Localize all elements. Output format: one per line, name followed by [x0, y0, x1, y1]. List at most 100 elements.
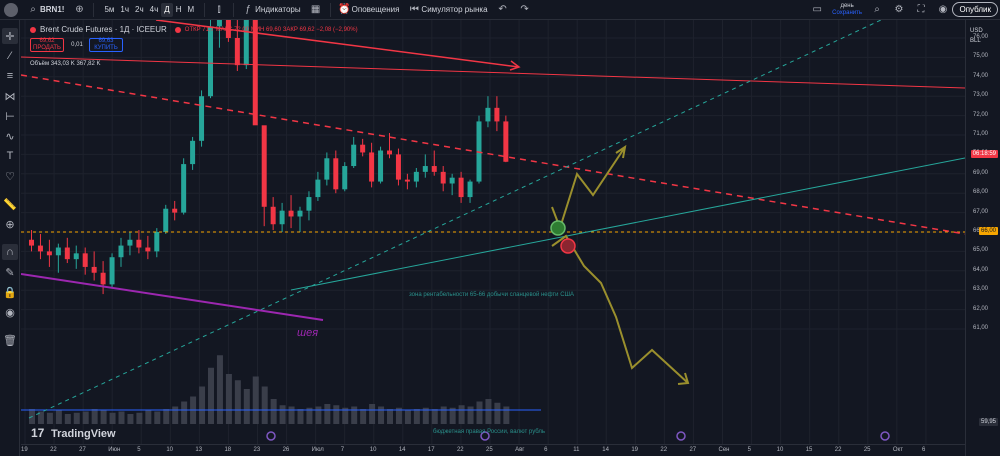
user-avatar[interactable] [0, 0, 22, 20]
trendline-icon: ⁄ [9, 50, 11, 62]
volume-legend: Объём 343,03 K 367,82 K [30, 61, 101, 67]
volume-bar [37, 411, 44, 424]
compare-button[interactable]: ⊕ [68, 0, 90, 20]
alerts-label: Оповещения [351, 5, 400, 14]
date-tick: 5 [137, 447, 141, 453]
separator [93, 2, 95, 17]
save-layout[interactable]: день Сохранить [828, 0, 866, 20]
volume-bar [431, 409, 438, 424]
redo-button[interactable]: ↷ [514, 0, 536, 20]
symbol-title: Brent Crude Futures · 1Д · ICEEUR [40, 25, 167, 34]
date-tick: 27 [79, 447, 86, 453]
unit-label[interactable]: BLL [970, 38, 981, 44]
level-bottom-tag: 59,95 [978, 418, 998, 426]
lock-icon: 🔒 [3, 286, 17, 299]
candle-body [315, 179, 321, 198]
brush-tool[interactable]: ∿ [2, 128, 18, 144]
price-tick: 75,00 [973, 53, 989, 60]
candle-body [306, 197, 312, 211]
date-tick: 26 [282, 447, 290, 453]
quick-search[interactable]: ⌕ [866, 0, 888, 20]
lock-tool[interactable]: 🔒 [2, 284, 18, 300]
fib-tool[interactable]: ≡ [2, 68, 18, 84]
function-icon: ƒ [245, 4, 251, 15]
timeframe-Д[interactable]: Д [161, 2, 173, 17]
volume-bar [395, 407, 402, 424]
candle-body [333, 158, 339, 190]
volume-bar [315, 406, 322, 424]
price-chart[interactable]: шея зона рентабельности 65-66 добычи сла… [20, 0, 966, 444]
volume-bar [243, 389, 250, 424]
volume-bar [46, 412, 53, 424]
price-tick: 67,00 [973, 208, 989, 215]
projection-icon: ⊢ [5, 110, 15, 123]
replay-button[interactable]: ⏮ Симулятор рынка [403, 0, 491, 20]
fullscreen-button[interactable]: ⛶ [910, 0, 932, 20]
candle-body [82, 253, 88, 267]
timeframe-4ч[interactable]: 4ч [149, 5, 159, 14]
candle-body [199, 96, 205, 141]
snapshot-button[interactable]: ◉ [932, 0, 954, 20]
alerts-button[interactable]: ⏰ Оповещения [334, 0, 404, 20]
currency-label[interactable]: USD [970, 28, 983, 34]
indicators-button[interactable]: ƒ Индикаторы [237, 0, 304, 20]
volume-bar [100, 410, 107, 424]
text-tool[interactable]: T [2, 148, 18, 164]
sell-button[interactable]: 69,62 ПРОДАТЬ [30, 38, 64, 52]
trendline-tool[interactable]: ⁄ [2, 48, 18, 64]
neck-annotation: шея [297, 327, 318, 339]
buy-button[interactable]: 69,63 КУПИТЬ [89, 38, 123, 52]
price-axis[interactable]: USD BLL 76,0075,0074,0073,0072,0071,0070… [965, 20, 1000, 456]
chart-type-button[interactable]: ⫾ [208, 0, 230, 20]
magnet-tool[interactable]: ∩ [2, 244, 18, 260]
candle-body [46, 251, 52, 256]
chart-pane[interactable]: шея зона рентабельности 65-66 добычи сла… [20, 0, 966, 444]
timeframe-Н[interactable]: Н [175, 5, 182, 14]
volume-bar [127, 414, 134, 424]
timeframe-М[interactable]: М [187, 5, 195, 14]
replay-label: Симулятор рынка [421, 5, 488, 14]
svg-text:TradingView: TradingView [51, 428, 116, 440]
volume-bar [55, 410, 62, 424]
tradingview-logo: 17 TradingView [31, 426, 116, 440]
date-tick: 22 [50, 447, 57, 453]
ruler-tool[interactable]: 📏 [2, 196, 18, 212]
candle-body [378, 150, 384, 182]
date-tick: Авг [515, 447, 525, 453]
volume-bar [109, 412, 116, 424]
date-tick: 17 [427, 447, 435, 453]
bear-arrow-head [677, 372, 690, 385]
candle-body [503, 121, 509, 162]
time-axis[interactable]: 19 22 27 Июн 5 10 13 18 23 26 Июл 7 10 14 17 22 25 Авг 6 11… [21, 444, 965, 456]
eye-icon: ◉ [5, 306, 15, 319]
delete-tool[interactable]: 🗑 [2, 332, 18, 348]
undo-button[interactable]: ↶ [492, 0, 514, 20]
projection-tool[interactable]: ⊢ [2, 108, 18, 124]
timeframe-1ч[interactable]: 1ч [120, 5, 130, 14]
templates-button[interactable]: ▦ [305, 0, 327, 20]
pattern-tool[interactable]: ⋈ [2, 88, 18, 104]
ruler-icon: 📏 [3, 198, 17, 211]
volume-bar [342, 407, 349, 424]
layout-button[interactable]: ▭ [806, 0, 828, 20]
layout-name: день [840, 2, 854, 9]
stay-drawing-tool[interactable]: ✎ [2, 264, 18, 280]
volume-bar [297, 409, 304, 424]
candle-body [324, 158, 330, 180]
symbol-search[interactable]: ⌕ BRN1! [22, 0, 68, 20]
volume-bar [422, 407, 429, 424]
timeframe-5м[interactable]: 5м [104, 5, 115, 14]
zoom-tool[interactable]: ⊕ [2, 216, 18, 232]
crosshair-tool[interactable]: ✛ [2, 28, 18, 44]
bear-signal-marker [560, 238, 576, 254]
timeframe-2ч[interactable]: 2ч [135, 5, 144, 14]
event-marker-icon [266, 431, 276, 441]
sell-price: 69,62 [39, 38, 55, 44]
bull-arrow-head [615, 144, 627, 159]
separator [329, 2, 331, 17]
publish-button[interactable]: Опублик [952, 2, 998, 17]
hide-tool[interactable]: ◉ [2, 304, 18, 320]
settings-button[interactable]: ⚙ [888, 0, 910, 20]
undo-icon: ↶ [498, 4, 507, 15]
icons-tool[interactable]: ♡ [2, 168, 18, 184]
